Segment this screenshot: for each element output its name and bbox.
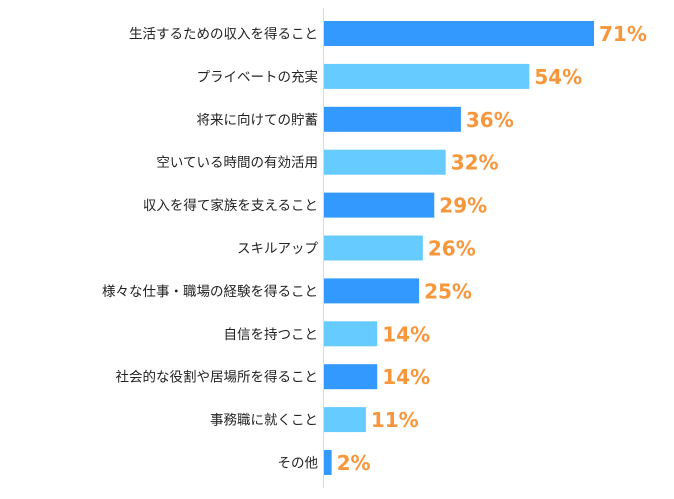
category-label: その他 (278, 456, 319, 472)
data-label: 26% (428, 237, 476, 261)
data-label: 71% (599, 22, 647, 46)
category-label: 将来に向けての貯蓄 (197, 112, 319, 128)
bar (324, 63, 530, 89)
bar (324, 21, 594, 46)
data-label: 14% (382, 322, 430, 346)
category-label: 収入を得て家族を支えること (143, 197, 318, 214)
data-label: 25% (424, 279, 472, 303)
data-label: 11% (371, 408, 419, 432)
data-label: 29% (439, 194, 487, 218)
category-label: 空いている時間の有効活用 (156, 155, 318, 171)
data-label: 32% (451, 151, 499, 175)
bar (324, 321, 378, 347)
bar (324, 278, 420, 304)
data-label: 54% (534, 65, 582, 89)
data-label: 36% (466, 108, 514, 132)
category-label: 事務職に就くこと (210, 413, 318, 429)
category-label: プライベートの充実 (197, 69, 319, 85)
category-label: 生活するための収入を得ること (129, 26, 318, 43)
bar (324, 407, 366, 433)
category-label: 自信を持つこと (224, 327, 319, 343)
category-label: 様々な仕事・職場の経験を得ること (102, 283, 318, 300)
bar (324, 192, 435, 218)
bar (324, 235, 423, 261)
bar (324, 364, 378, 390)
data-label: 2% (337, 451, 371, 475)
bar (324, 149, 446, 175)
category-label: スキルアップ (237, 241, 318, 257)
data-label: 14% (382, 365, 430, 389)
category-label: 社会的な役割や居場所を得ること (116, 369, 319, 386)
bar (324, 106, 461, 132)
bar (324, 450, 332, 475)
